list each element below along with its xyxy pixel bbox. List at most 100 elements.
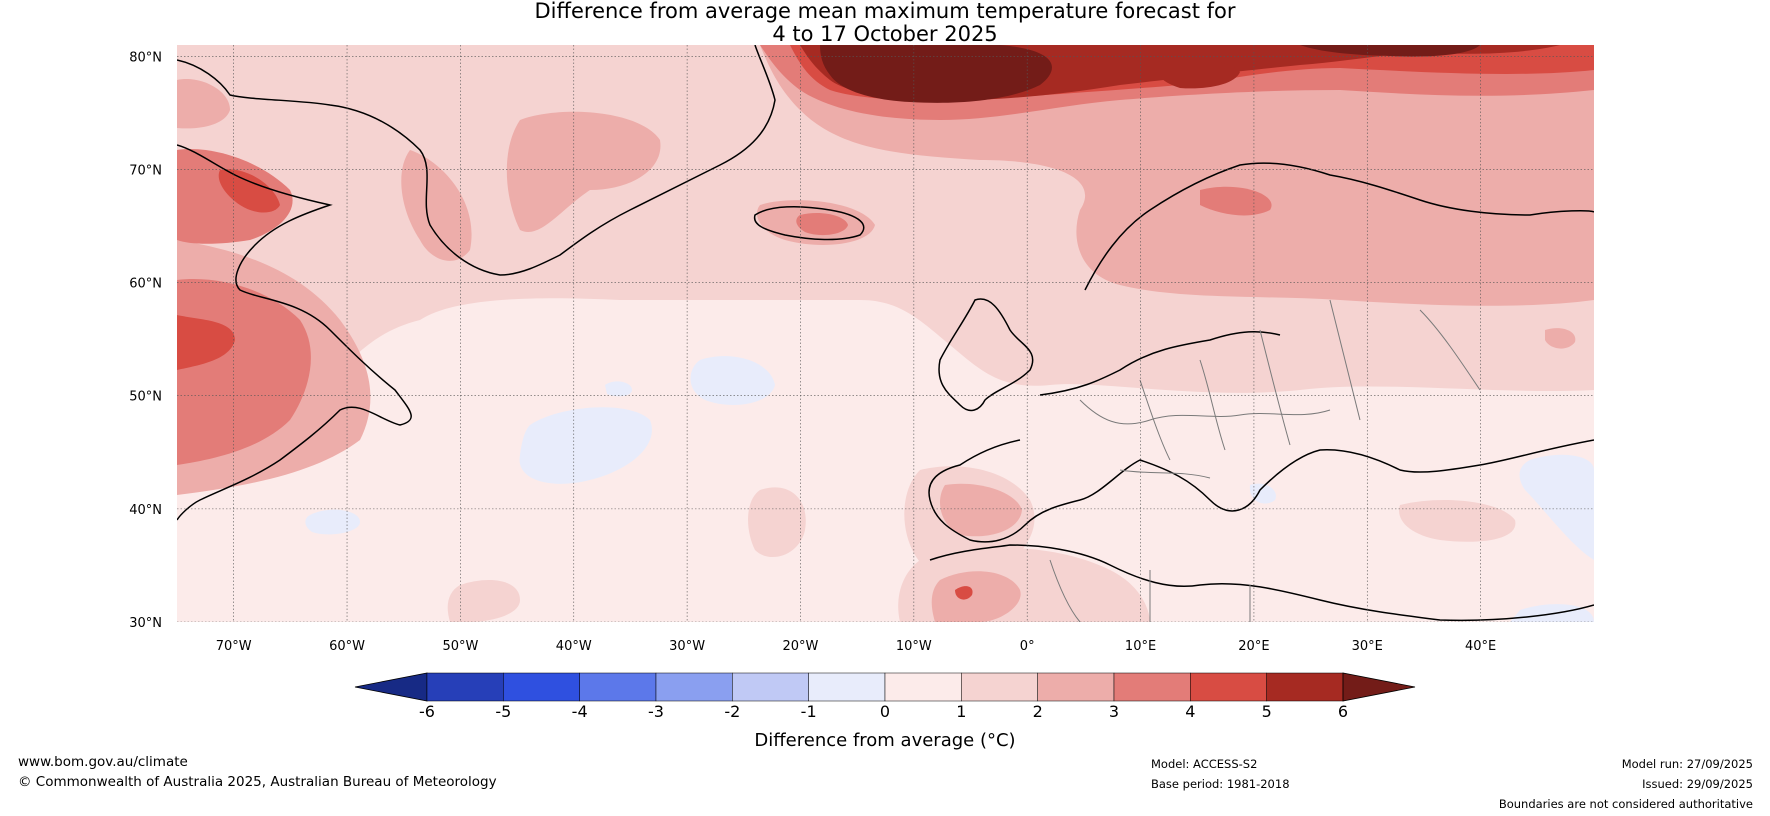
latitude-label: 80°N: [129, 50, 162, 65]
colorbar-swatch: [1190, 672, 1267, 702]
graticule: [177, 45, 1594, 622]
anomaly-cool-patch-1: [690, 356, 775, 405]
boundaries-disclaimer: Boundaries are not considered authoritat…: [1498, 797, 1753, 811]
anomaly-patch-atlantic: [748, 487, 806, 558]
latitude-label: 70°N: [129, 163, 162, 178]
anomaly-band-2-3-nw: [177, 79, 230, 129]
latitude-label: 40°N: [129, 503, 162, 518]
anomaly-cool-patch-3: [305, 509, 360, 535]
coastline-mediterranean-north: [928, 439, 1594, 543]
colorbar-tick-label: 4: [1185, 702, 1196, 721]
longitude-label: 40°W: [556, 639, 592, 654]
longitude-label: 40°E: [1465, 639, 1496, 654]
colorbar-tick-label: 0: [879, 702, 891, 721]
colorbar-tick-label: 5: [1261, 702, 1272, 721]
border-5: [1329, 299, 1361, 421]
colorbar-swatch: [961, 672, 1038, 702]
coastlines: [177, 45, 1594, 622]
anomaly-field: [177, 45, 1594, 622]
anomaly-band-2-3-russia: [1545, 328, 1576, 349]
colorbar-tick-label: -4: [571, 702, 588, 721]
colorbar-tick-label: -6: [419, 702, 435, 721]
border-3: [1199, 359, 1226, 451]
anomaly-band-2-3-greenland: [401, 150, 472, 261]
longitude-axis: 70°W 60°W 50°W 40°W 30°W 20°W 10°W 0° 10°E 20°E 30…: [216, 639, 1497, 654]
anomaly-band-3-4-scandinavia: [1200, 186, 1272, 216]
border-4: [1259, 329, 1291, 446]
border-2: [1139, 379, 1171, 461]
colorbar-swatch: [1266, 672, 1344, 702]
anomaly-band-2-3-spain: [940, 483, 1022, 537]
border-1: [1079, 399, 1331, 425]
longitude-label: 50°W: [442, 639, 478, 654]
country-borders: [1049, 299, 1481, 622]
map-title-line-1: Difference from average mean maximum tem…: [534, 0, 1236, 23]
colorbar-extend-low: [354, 672, 428, 702]
colorbar-swatch: [503, 672, 580, 702]
anomaly-cool-patch-2: [519, 407, 652, 484]
coastline-north-europe: [1039, 330, 1281, 396]
colorbar-swatch: [1037, 672, 1115, 702]
latitude-label: 30°N: [129, 616, 162, 631]
colorbar-tick-label: 3: [1108, 702, 1120, 721]
border-8: [1049, 559, 1081, 622]
anomaly-band-above-6: [820, 45, 1052, 103]
longitude-label: 70°W: [216, 639, 252, 654]
issued-date: Issued: 29/09/2025: [1642, 777, 1753, 791]
colorbar-extend-high: [1342, 672, 1416, 702]
longitude-label: 10°E: [1125, 639, 1156, 654]
anomaly-band-4-5-sahara: [955, 586, 973, 600]
border-7: [1119, 469, 1211, 479]
colorbar-tick-label: 1: [956, 702, 967, 721]
anomaly-band-above-6-east: [1300, 45, 1480, 57]
anomaly-cool-patch-6: [1249, 483, 1276, 504]
model-name: Model: ACCESS-S2: [1151, 757, 1258, 771]
colorbar-swatch: [1113, 672, 1191, 702]
colorbar-swatch: [732, 672, 809, 702]
colorbar-tick-label: 6: [1337, 702, 1349, 721]
anomaly-cool-patch-4: [605, 381, 632, 397]
model-run-date: Model run: 27/09/2025: [1621, 757, 1753, 771]
coastline-scandinavia: [1084, 162, 1594, 291]
anomaly-band-5-6-svalbard: [1156, 58, 1240, 89]
colorbar-tick-label: -3: [648, 702, 664, 721]
anomaly-band-2-3-labrador-sea: [506, 111, 661, 232]
base-period: Base period: 1981-2018: [1151, 777, 1290, 791]
longitude-label: 20°W: [783, 639, 819, 654]
colorbar-tick-label: -2: [724, 702, 741, 721]
latitude-axis: 80°N 70°N 60°N 50°N 40°N 30°N: [129, 50, 162, 631]
colorbar-title: Difference from average (°C): [754, 730, 1016, 751]
longitude-label: 20°E: [1238, 639, 1269, 654]
colorbar-tick-label: 2: [1032, 702, 1043, 721]
longitude-label: 30°E: [1352, 639, 1383, 654]
anomaly-band-3-4-iceland: [796, 213, 848, 236]
colorbar-swatch: [655, 672, 733, 702]
longitude-label: 30°W: [669, 639, 705, 654]
longitude-label: 60°W: [329, 639, 365, 654]
colorbar: [354, 672, 1416, 702]
longitude-label: 10°W: [896, 639, 932, 654]
anomaly-band-4-5-quebec: [177, 315, 235, 370]
latitude-label: 50°N: [129, 390, 162, 405]
coastline-north-africa: [929, 544, 1594, 622]
anomaly-band-4-5-baffin: [218, 169, 280, 213]
colorbar-swatch: [884, 672, 962, 702]
anomaly-band-2-3-morocco: [931, 571, 1021, 622]
coastline-british-isles: [938, 298, 1034, 412]
anomaly-cool-patch-7: [1510, 604, 1594, 622]
coastline-greenland: [177, 45, 776, 276]
map-title-line-2: 4 to 17 October 2025: [772, 22, 998, 46]
latitude-label: 60°N: [129, 277, 162, 292]
colorbar-tick-label: -1: [800, 702, 817, 721]
coastline-north-america: [177, 144, 412, 521]
website-link[interactable]: www.bom.gov.au/climate: [18, 754, 188, 770]
border-6: [1419, 309, 1481, 391]
colorbar-swatch: [579, 672, 657, 702]
anomaly-patch-subtropic: [447, 580, 520, 622]
longitude-label: 0°: [1020, 639, 1035, 654]
colorbar-swatch: [808, 672, 886, 702]
anomaly-cool-patch-5: [1519, 454, 1594, 560]
copyright-notice: © Commonwealth of Australia 2025, Austra…: [18, 774, 497, 790]
colorbar-swatch: [426, 672, 504, 702]
